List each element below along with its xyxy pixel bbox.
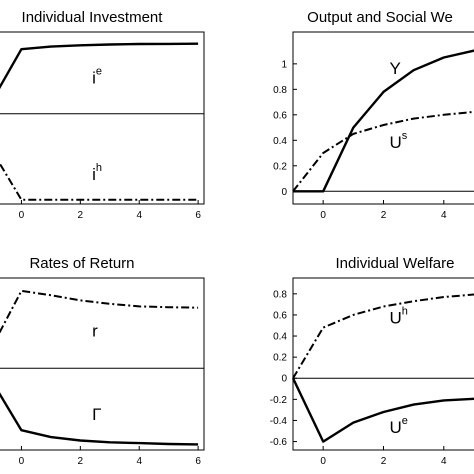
x-tick-label: 4 xyxy=(136,210,142,221)
panel-title: Individual Investment xyxy=(22,9,164,26)
series-lines xyxy=(0,42,199,201)
y-tick-labels: 0 0.2 0.4 0.6 0.8 1 xyxy=(273,59,297,198)
y-tick-label: -0.2 xyxy=(270,395,288,406)
series-line-Us xyxy=(292,110,474,192)
x-tick-label: 4 xyxy=(441,456,447,467)
series-line-ie xyxy=(0,42,199,90)
x-tick-label: 0 xyxy=(320,456,326,467)
x-tick-labels: 0 2 4 xyxy=(320,446,447,467)
series-label-Y: Y xyxy=(390,59,401,78)
x-tick-label: 0 xyxy=(19,456,25,467)
panel-individual-investment: Individual Investment 0 2 4 6 ie ih xyxy=(0,9,205,221)
series-label-Uh: Uh xyxy=(390,305,408,327)
series-line-r xyxy=(0,289,199,334)
y-tick-labels: -0.6 -0.4 -0.2 0 0.2 0.4 0.6 0.8 xyxy=(270,289,297,448)
panel-title: Individual Welfare xyxy=(336,255,455,272)
y-tick-label: 0.6 xyxy=(273,310,287,321)
x-tick-label: 2 xyxy=(78,456,84,467)
axes-frame xyxy=(0,31,205,205)
x-tick-label: 6 xyxy=(195,210,201,221)
axes-frame xyxy=(292,277,474,451)
series-lines xyxy=(291,293,474,443)
x-tick-label: 4 xyxy=(441,210,447,221)
x-tick-label: 0 xyxy=(19,210,25,221)
series-lines xyxy=(292,49,474,193)
y-tick-label: -0.4 xyxy=(270,416,288,427)
series-label-Us: Us xyxy=(390,130,408,152)
x-tick-labels: 0 2 4 xyxy=(320,200,447,221)
y-tick-label: 0.2 xyxy=(273,161,287,172)
series-annotations: ie ih xyxy=(92,66,102,184)
series-lines xyxy=(0,289,199,446)
series-line-Y xyxy=(293,49,474,193)
panel-title: Output and Social We xyxy=(307,9,453,26)
y-tick-label: 1 xyxy=(281,59,287,70)
series-label-ie: ie xyxy=(92,66,102,88)
x-tick-label: 2 xyxy=(78,210,84,221)
y-tick-label: -0.6 xyxy=(270,437,288,448)
x-tick-labels: 0 2 4 6 xyxy=(19,200,201,221)
series-label-Ue: Ue xyxy=(390,415,408,437)
y-tick-label: 0.4 xyxy=(273,136,287,147)
series-annotations: Y Us xyxy=(390,59,408,152)
series-annotations: rΓ xyxy=(92,321,101,423)
x-tick-label: 4 xyxy=(136,456,142,467)
axes-frame xyxy=(292,31,474,205)
axes-frame xyxy=(0,277,205,451)
panel-title: Rates of Return xyxy=(29,255,134,272)
y-tick-label: 0.4 xyxy=(273,332,287,343)
y-tick-label: 0.6 xyxy=(273,110,287,121)
series-line-Ue xyxy=(291,377,474,443)
series-line-Γ xyxy=(0,392,199,446)
series-annotations: Uh Ue xyxy=(390,305,408,437)
series-line-ih xyxy=(0,162,199,201)
y-tick-label: 0.2 xyxy=(273,353,287,364)
x-tick-label: 0 xyxy=(320,210,326,221)
x-tick-label: 2 xyxy=(381,456,387,467)
y-tick-label: 0 xyxy=(281,187,287,198)
x-tick-labels: 0 2 4 6 xyxy=(19,446,201,467)
series-label-r: r xyxy=(92,321,98,340)
series-label-ih: ih xyxy=(92,162,102,184)
x-tick-label: 6 xyxy=(195,456,201,467)
panel-individual-welfare: Individual Welfare -0.6 -0.4 -0.2 0 0.2 0.4 0.… xyxy=(270,255,474,467)
y-tick-label: 0 xyxy=(281,374,287,385)
x-tick-label: 2 xyxy=(381,210,387,221)
series-line-Uh xyxy=(292,293,474,379)
series-label-Γ: Γ xyxy=(92,405,101,424)
y-tick-label: 0.8 xyxy=(273,289,287,300)
y-tick-label: 0.8 xyxy=(273,85,287,96)
